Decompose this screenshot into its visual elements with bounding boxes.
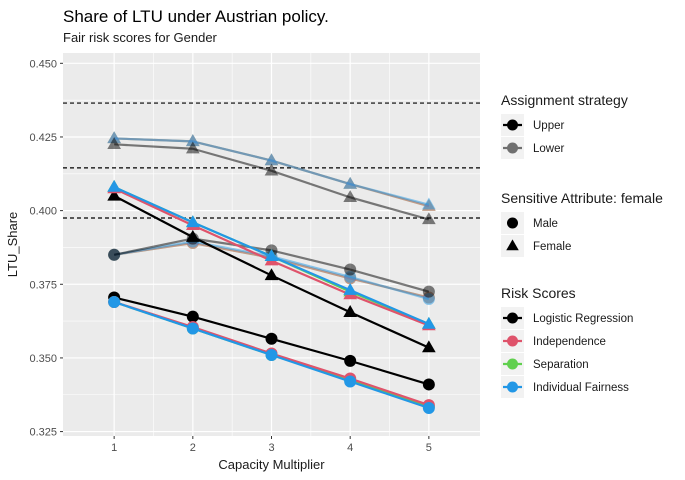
legend-item: Logistic Regression	[501, 307, 633, 329]
y-tick-label: 0.325	[29, 427, 57, 439]
data-point	[185, 141, 200, 154]
legend-label: Individual Fairness	[533, 382, 629, 394]
data-point	[186, 322, 199, 335]
data-point	[186, 310, 199, 323]
legend-label: Lower	[533, 143, 564, 155]
x-tick-label: 5	[426, 442, 432, 454]
data-point	[108, 248, 121, 261]
data-point	[108, 295, 121, 308]
legend-label: Independence	[533, 336, 606, 348]
data-point	[422, 340, 436, 353]
circle-icon	[507, 335, 518, 347]
data-point	[265, 348, 278, 361]
data-point	[343, 282, 358, 295]
legend-label: Female	[533, 241, 571, 253]
x-tick-label: 1	[111, 442, 117, 454]
x-tick-label: 2	[190, 442, 196, 454]
data-point	[264, 153, 279, 166]
data-point	[264, 249, 279, 261]
legend-item: Individual Fairness	[501, 376, 629, 398]
series-layer	[107, 131, 436, 415]
y-tick-label: 0.425	[29, 132, 57, 144]
series-logistic-regression-upper-female	[107, 188, 436, 353]
legend-group: Assignment strategy Upper Lower	[501, 92, 628, 159]
y-tick-label: 0.450	[29, 58, 57, 70]
data-point	[185, 215, 200, 228]
y-axis-title: LTU_Share	[5, 212, 20, 278]
legend-item: Separation	[501, 353, 589, 375]
data-point	[344, 263, 357, 276]
data-point	[422, 212, 436, 225]
legend-item: Lower	[501, 137, 564, 159]
circle-icon	[507, 312, 518, 324]
y-tick-label: 0.375	[29, 279, 57, 291]
legend: Assignment strategy Upper Lower Sensitive A…	[501, 92, 663, 398]
legend-title: Assignment strategy	[501, 92, 628, 108]
legend-group: Risk Scores Logistic Regression Independen…	[501, 285, 633, 398]
data-point	[422, 402, 435, 415]
legend-item: Independence	[501, 330, 606, 352]
data-point	[264, 268, 279, 281]
triangle-icon	[506, 239, 519, 251]
series-individual-fairness-upper-female	[107, 179, 436, 329]
circle-icon	[507, 381, 518, 393]
data-point	[422, 197, 436, 210]
legend-group: Sensitive Attribute: female Male Female	[501, 190, 663, 257]
data-point	[185, 229, 200, 242]
legend-title: Risk Scores	[501, 285, 576, 301]
chart-subtitle: Fair risk scores for Gender	[63, 30, 218, 45]
legend-label: Logistic Regression	[533, 313, 633, 325]
axes: 0.325 0.350 0.375 0.400 0.425 0.450 1 2 3 4 5	[29, 58, 431, 454]
circle-icon	[507, 119, 518, 131]
x-tick-label: 4	[347, 442, 353, 454]
legend-item: Upper	[501, 114, 564, 136]
data-point	[422, 378, 435, 391]
legend-label: Upper	[533, 120, 564, 132]
circle-icon	[507, 217, 518, 229]
legend-item: Male	[501, 212, 558, 234]
data-point	[107, 179, 121, 192]
series-individual-fairness-upper-male	[108, 295, 435, 415]
chart-title: Share of LTU under Austrian policy.	[63, 7, 329, 26]
series-individual-fairness-lower-female	[107, 131, 436, 210]
data-point	[422, 285, 435, 298]
data-point	[107, 137, 121, 150]
data-point	[344, 375, 357, 388]
y-tick-label: 0.400	[29, 206, 57, 218]
series-logistic-regression-lower-female	[107, 137, 436, 225]
circle-icon	[507, 142, 518, 154]
circle-icon	[507, 358, 518, 370]
x-axis-title: Capacity Multiplier	[218, 457, 325, 472]
data-point	[343, 190, 358, 203]
data-point	[343, 176, 358, 189]
legend-title: Sensitive Attribute: female	[501, 190, 663, 206]
data-point	[344, 354, 357, 367]
data-point	[264, 163, 279, 176]
data-point	[107, 188, 121, 201]
data-point	[265, 332, 278, 345]
data-point	[343, 305, 358, 317]
legend-label: Separation	[533, 359, 589, 371]
legend-label: Male	[533, 218, 558, 230]
x-tick-label: 3	[268, 442, 274, 454]
data-point	[185, 134, 200, 147]
legend-item: Female	[501, 235, 571, 257]
y-tick-label: 0.350	[29, 353, 57, 365]
data-point	[422, 316, 436, 329]
